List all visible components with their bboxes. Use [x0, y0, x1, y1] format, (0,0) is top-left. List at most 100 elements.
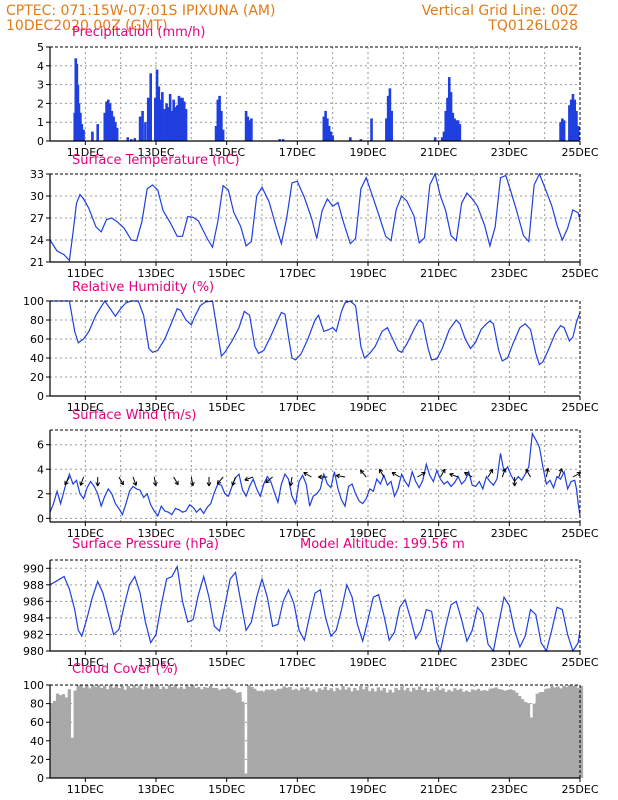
- precip-bar: [455, 120, 458, 141]
- cloud-bar: [529, 717, 534, 778]
- wind-arrow: [417, 472, 426, 478]
- wind-arrow: [190, 476, 195, 487]
- precip-bar: [576, 125, 580, 141]
- temperature-xtick-label: 19DEC: [349, 267, 386, 280]
- cloud-bar: [235, 692, 239, 778]
- wind-line: [49, 431, 581, 518]
- precipitation-ytick-label: 5: [37, 41, 44, 54]
- header-model: TQ0126L028: [487, 18, 578, 34]
- precip-bar: [218, 95, 221, 141]
- cloud-bar: [541, 692, 545, 778]
- precip-bar: [456, 120, 460, 141]
- precip-bar: [155, 69, 159, 141]
- precipitation-ytick-label: 4: [37, 60, 44, 73]
- precip-bar: [149, 73, 152, 141]
- cloud-bar: [467, 691, 472, 778]
- cloud-bar: [126, 685, 130, 778]
- wind-ytick-label: 4: [37, 463, 44, 476]
- cloud-bar: [364, 686, 369, 778]
- precip-bar: [138, 116, 142, 141]
- precipitation-ytick-label: 2: [37, 97, 44, 110]
- cloud-bar: [517, 696, 522, 778]
- precip-bar: [446, 97, 449, 141]
- cloud-bar: [412, 687, 416, 778]
- cloud-bar: [182, 688, 186, 778]
- cloud-bar: [91, 685, 95, 778]
- cloud-cover-xtick-label: 21DEC: [420, 783, 457, 796]
- cloud-cover-ytick-label: 20: [30, 753, 44, 766]
- cloud-bar: [73, 690, 77, 778]
- precip-bar: [568, 105, 571, 141]
- cloud-bar: [97, 685, 101, 778]
- cloud-bar: [456, 690, 460, 778]
- cloud-bar: [150, 685, 154, 778]
- humidity-ytick-label: 60: [30, 333, 44, 346]
- humidity-ytick-label: 100: [23, 295, 44, 308]
- precip-bar: [91, 131, 94, 141]
- cloud-bar: [309, 690, 313, 778]
- cloud-bar: [194, 687, 198, 778]
- cloud-bar: [303, 688, 307, 778]
- cloud-bar: [176, 688, 180, 778]
- cloud-bar: [388, 689, 392, 778]
- precip-bar: [250, 118, 253, 141]
- cloud-bar: [55, 693, 60, 778]
- precipitation-xtick-label: 23DEC: [491, 146, 528, 159]
- precip-bar: [327, 125, 331, 141]
- cloud-bar: [515, 692, 519, 778]
- cloud-bar: [538, 692, 542, 778]
- cloud-bar: [306, 687, 310, 778]
- header-gridline-note: Vertical Grid Line: 00Z: [422, 3, 578, 19]
- wind-arrow: [501, 468, 507, 478]
- cloud-bar: [114, 685, 119, 778]
- cloud-bar: [50, 703, 54, 778]
- cloud-bar: [341, 686, 345, 778]
- cloud-bar: [432, 690, 436, 778]
- cloud-bar: [141, 689, 145, 778]
- temperature-ytick-label: 24: [30, 234, 44, 247]
- precipitation-xtick-label: 15DEC: [208, 146, 245, 159]
- precip-bar: [184, 109, 188, 141]
- cloud-bar: [229, 689, 233, 778]
- precip-bar: [575, 110, 578, 141]
- wind-arrow: [64, 476, 70, 486]
- cloud-bar: [423, 688, 428, 778]
- pressure-title: Surface Pressure (hPa): [72, 537, 219, 552]
- cloud-bar: [94, 686, 98, 778]
- cloud-bar: [491, 688, 495, 778]
- precipitation-panel: Precipitation (mm/h) 0 1 2 3 4 5 11DEC 13DEC 15DE…: [37, 25, 599, 159]
- cloud-bar: [379, 690, 383, 778]
- cloud-bar: [100, 688, 104, 778]
- wind-arrow: [391, 472, 401, 478]
- cloud-bar: [361, 689, 366, 778]
- wind-xtick-label: 13DEC: [137, 527, 174, 540]
- cloud-bar: [161, 686, 166, 778]
- wind-arrow: [440, 468, 446, 478]
- cloud-bar: [444, 691, 448, 778]
- temperature-xtick-label: 11DEC: [67, 267, 104, 280]
- precip-bar: [170, 110, 174, 141]
- cloud-bar: [520, 699, 525, 778]
- cloud-bar: [579, 685, 584, 778]
- cloud-bar: [420, 690, 425, 778]
- precip-bar: [278, 139, 281, 141]
- pressure-annotation: Model Altitude: 199.56 m: [300, 537, 465, 552]
- cloud-bar: [276, 688, 280, 778]
- humidity-xtick-label: 19DEC: [349, 401, 386, 414]
- cloud-bar: [409, 691, 413, 778]
- cloud-bar: [147, 688, 151, 778]
- precipitation-xtick-label: 11DEC: [67, 146, 104, 159]
- cloud-bar: [173, 685, 177, 778]
- precip-bar: [163, 109, 167, 141]
- precip-bar: [573, 99, 576, 141]
- cloud-bar: [568, 685, 572, 778]
- cloud-bar: [129, 688, 133, 778]
- cloud-bar: [111, 687, 116, 778]
- precip-bar: [244, 110, 248, 141]
- humidity-ytick-label: 40: [30, 352, 44, 365]
- precip-bar: [248, 120, 251, 141]
- humidity-line: [50, 299, 581, 366]
- precip-bar: [108, 103, 112, 141]
- precip-bar: [182, 101, 186, 141]
